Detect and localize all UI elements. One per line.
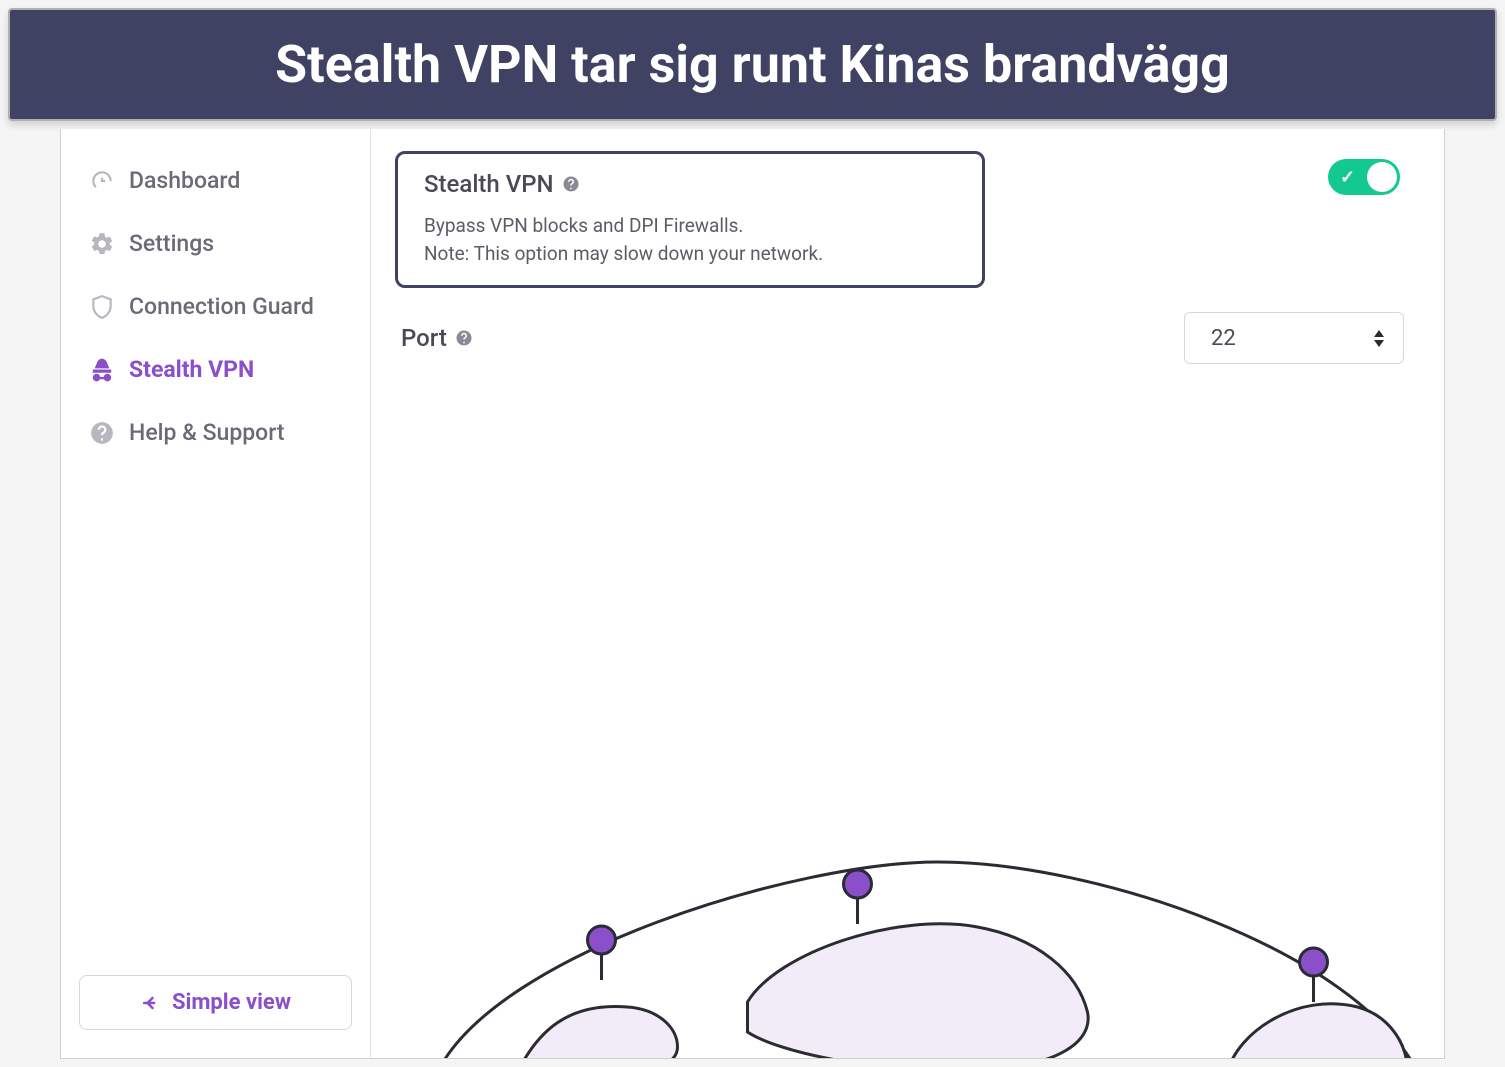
card-title: Stealth VPN bbox=[424, 170, 554, 198]
dashboard-icon bbox=[89, 168, 115, 194]
sidebar-item-label: Settings bbox=[129, 230, 214, 257]
check-icon: ✓ bbox=[1340, 167, 1355, 188]
toggle-knob bbox=[1367, 162, 1397, 192]
stealth-vpn-toggle[interactable]: ✓ bbox=[1328, 159, 1400, 195]
sidebar-item-dashboard[interactable]: Dashboard bbox=[61, 149, 370, 212]
sidebar-item-label: Dashboard bbox=[129, 167, 240, 194]
sidebar: Dashboard Settings Connection Guard Stea… bbox=[61, 129, 371, 1058]
sidebar-item-label: Connection Guard bbox=[129, 293, 314, 320]
simple-view-label: Simple view bbox=[172, 990, 291, 1015]
sidebar-item-label: Stealth VPN bbox=[129, 356, 254, 383]
card-desc-line1: Bypass VPN blocks and DPI Firewalls. bbox=[424, 212, 956, 240]
port-value: 22 bbox=[1211, 326, 1236, 351]
simple-view-button[interactable]: Simple view bbox=[79, 975, 352, 1030]
sidebar-item-connection-guard[interactable]: Connection Guard bbox=[61, 275, 370, 338]
card-description: Bypass VPN blocks and DPI Firewalls. Not… bbox=[424, 212, 956, 267]
card-title-row: Stealth VPN bbox=[424, 170, 956, 198]
app-window: Dashboard Settings Connection Guard Stea… bbox=[60, 129, 1445, 1059]
banner-text: Stealth VPN tar sig runt Kinas brandvägg bbox=[275, 34, 1230, 95]
incognito-icon bbox=[89, 357, 115, 383]
port-select[interactable]: 22 bbox=[1184, 312, 1404, 364]
sidebar-item-stealth-vpn[interactable]: Stealth VPN bbox=[61, 338, 370, 401]
question-icon bbox=[89, 420, 115, 446]
help-icon[interactable] bbox=[562, 175, 580, 193]
globe-decoration bbox=[371, 832, 1444, 1058]
spinner-icon bbox=[1373, 330, 1385, 347]
stealth-vpn-card: Stealth VPN Bypass VPN blocks and DPI Fi… bbox=[395, 151, 985, 288]
help-icon[interactable] bbox=[455, 329, 473, 347]
sidebar-item-help[interactable]: Help & Support bbox=[61, 401, 370, 464]
sidebar-item-settings[interactable]: Settings bbox=[61, 212, 370, 275]
sidebar-item-label: Help & Support bbox=[129, 419, 285, 446]
card-desc-line2: Note: This option may slow down your net… bbox=[424, 240, 956, 268]
port-label: Port bbox=[401, 324, 447, 352]
gear-icon bbox=[89, 231, 115, 257]
port-row: Port 22 bbox=[395, 312, 1404, 364]
main-panel: Stealth VPN Bypass VPN blocks and DPI Fi… bbox=[371, 129, 1444, 1058]
port-label-wrap: Port bbox=[401, 324, 473, 352]
banner: Stealth VPN tar sig runt Kinas brandvägg bbox=[8, 8, 1497, 121]
shield-icon bbox=[89, 294, 115, 320]
arrow-left-icon bbox=[140, 993, 160, 1013]
